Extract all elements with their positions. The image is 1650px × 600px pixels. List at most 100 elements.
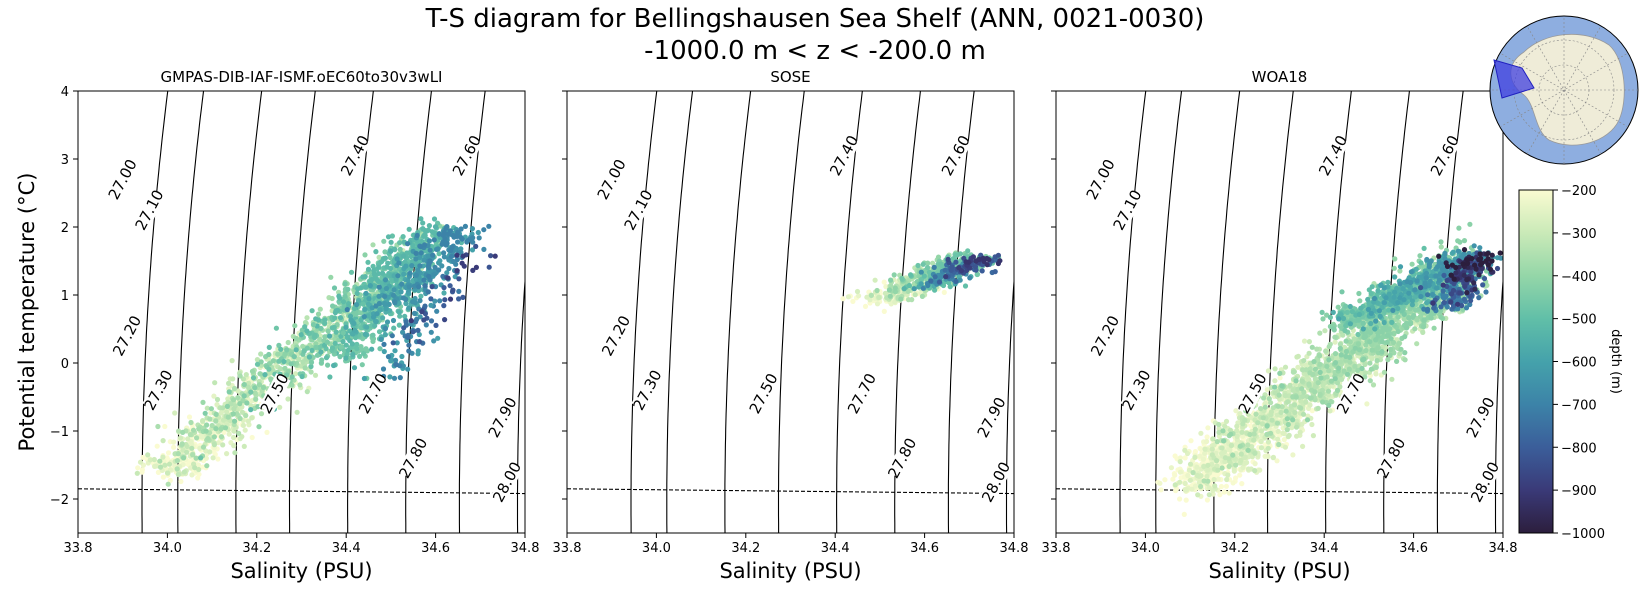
scatter-point [317,336,323,342]
scatter-point [1338,352,1344,358]
scatter-point [962,283,969,289]
scatter-point [423,322,429,328]
scatter-point [1356,347,1363,353]
scatter-point [1201,463,1207,470]
scatter-point [155,469,161,475]
scatter-point [959,268,965,274]
scatter-point [390,340,396,346]
scatter-point [1269,417,1275,423]
scatter-point [337,315,344,321]
scatter-point [413,250,419,256]
scatter-point [1337,359,1344,365]
panel-title: GMPAS-DIB-IAF-ISMF.oEC60to30v3wLI [161,68,443,86]
scatter-point [1202,446,1208,452]
contour-label-bg [106,158,139,200]
scatter-point [1368,329,1374,336]
scatter-point [245,384,251,390]
scatter-point [139,469,145,475]
scatter-point [397,246,403,252]
scatter-point [1261,395,1267,401]
contour-label-bg [622,189,655,231]
scatter-point [388,239,394,245]
scatter-point [1211,442,1217,448]
scatter-point [1293,378,1299,384]
scatter-point [1182,487,1188,493]
scatter-point [1205,462,1211,468]
x-axis-label: Salinity (PSU) [230,559,372,583]
scatter-point [1409,261,1415,267]
scatter-point [299,373,305,380]
scatter-point [1396,341,1402,347]
scatter-point [258,351,264,357]
scatter-point [1187,477,1193,483]
scatter-point [932,274,938,280]
scatter-point [354,302,360,308]
scatter-point [1306,350,1312,356]
scatter-point [1401,316,1407,322]
scatter-point [426,238,432,244]
density-contour-27.40 [836,91,863,533]
scatter-point [453,261,459,267]
scatter-point [405,278,411,284]
scatter-point [426,273,432,279]
scatter-point [1162,477,1168,483]
scatter-point [1200,456,1207,462]
contour-label-27.70: 27.70 [844,370,880,416]
scatter-point [160,474,166,480]
scatter-point [892,289,899,295]
scatter-point [416,331,422,338]
scatter-point [333,329,339,335]
scatter-point [275,351,281,357]
scatter-point [358,317,364,323]
contour-label-27.50: 27.50 [746,370,782,416]
scatter-point [1306,381,1312,387]
scatter-point [351,365,358,371]
scatter-point [351,305,357,312]
scatter-point [450,287,456,293]
scatter-point [220,442,226,448]
scatter-point [1343,357,1349,363]
scatter-point [194,435,200,441]
scatter-point [1244,459,1250,466]
scatter-point [1233,462,1239,468]
scatter-point [1315,380,1321,386]
scatter-point [1216,421,1222,428]
scatter-point [1226,456,1232,462]
scatter-point [1202,450,1208,456]
scatter-point [248,407,254,413]
scatter-point [458,226,464,232]
scatter-point [237,401,243,407]
scatter-point [397,375,403,381]
contour-label-bg [357,373,390,415]
scatter-point [376,264,382,270]
scatter-point [1369,356,1375,362]
scatter-point [1303,362,1309,368]
scatter-point [373,249,379,255]
scatter-point [252,390,258,396]
scatter-point [1172,472,1178,478]
chart-title-line2: -1000.0 m < z < -200.0 m [644,36,986,66]
contour-label-27.70: 27.70 [355,370,391,416]
scatter-point [1301,338,1308,344]
scatter-point [1181,511,1187,517]
scatter-point [211,393,217,399]
scatter-point [1225,472,1231,478]
scatter-point [1219,445,1225,451]
scatter-point [330,303,336,309]
scatter-point [154,443,160,449]
scatter-point [1295,364,1301,370]
scatter-point [226,431,232,437]
scatter-point [920,261,926,267]
scatter-point [289,382,295,388]
density-contour-27.90 [629,77,657,546]
scatter-point [1362,370,1368,376]
scatter-point [416,284,422,290]
scatter-point [390,292,397,298]
scatter-point [1279,404,1285,410]
panel-plot-area: 27.0027.1027.2027.3027.4027.5027.6027.70… [567,91,1014,533]
scatter-point [317,306,323,312]
scatter-point [1239,429,1245,435]
scatter-point [394,256,400,262]
scatter-point [876,294,882,300]
scatter-point [304,389,310,395]
